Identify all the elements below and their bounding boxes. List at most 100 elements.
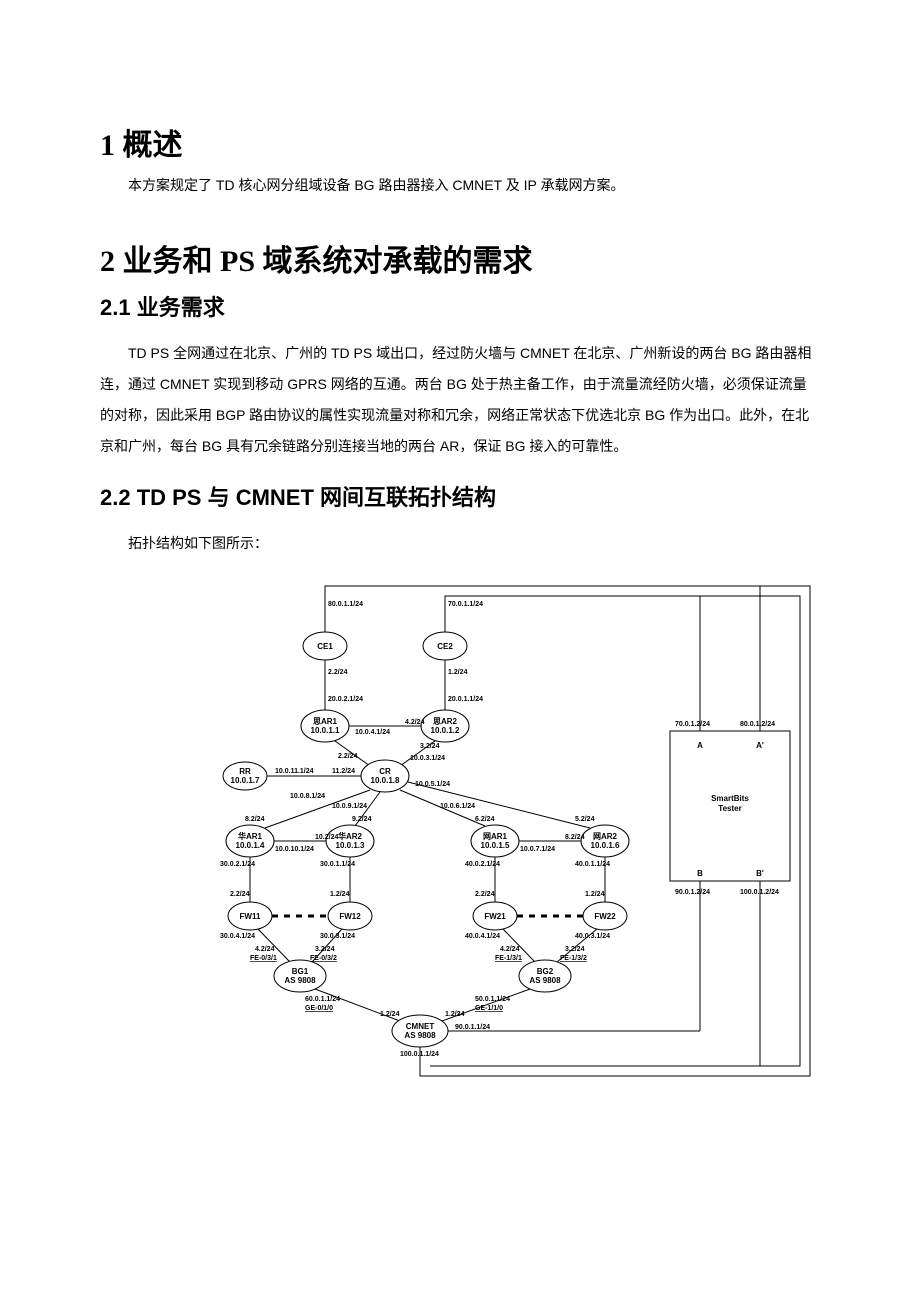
svg-text:AS 9808: AS 9808 [284,976,316,985]
node-cmnet: CMNETAS 9808 [392,1015,448,1047]
svg-text:AS 9808: AS 9808 [529,976,561,985]
lbl: 50.0.1.1/24 [475,996,510,1003]
heading-1: 1 概述 [100,120,820,164]
lbl: 10.0.3.1/24 [410,755,445,762]
svg-text:10.0.1.4: 10.0.1.4 [236,841,265,850]
sb-label-2: Tester [718,804,741,813]
node-fw22: FW22 [583,902,627,930]
lbl: 20.0.2.1/24 [328,696,363,703]
lbl: 11.2/24 [332,768,355,775]
svg-text:网AR2: 网AR2 [593,832,618,841]
node-war2: 网AR210.0.1.6 [581,825,629,857]
node-war1: 网AR110.0.1.5 [471,825,519,857]
lbl: 6.2/24 [475,816,495,823]
svg-text:华AR1: 华AR1 [238,831,263,841]
lbl: 20.0.1.1/24 [448,696,483,703]
svg-text:FW11: FW11 [240,912,261,921]
heading-2-2: 2.2 TD PS 与 CMNET 网间互联拓扑结构 [100,480,820,512]
lbl: 10.0.8.1/24 [290,793,325,800]
lbl: 30.0.3.1/24 [320,933,355,940]
lbl: 60.0.1.1/24 [305,996,340,1003]
lbl: 10.2/24 [315,834,338,841]
lbl: 9.2/24 [352,816,372,823]
lbl: 30.0.1.1/24 [320,861,355,868]
sb-port-a: A [697,741,703,750]
figure-caption: 拓扑结构如下图所示： [100,528,820,559]
lbl: 40.0.1.1/24 [575,861,610,868]
lbl: 30.0.4.1/24 [220,933,255,940]
lbl: 4.2/24 [500,946,520,953]
node-ar2: 思AR210.0.1.2 [421,710,469,742]
lbl: 10.0.10.1/24 [275,846,314,853]
node-fw12: FW12 [328,902,372,930]
svg-text:FW21: FW21 [484,912,506,921]
svg-text:BG1: BG1 [292,967,309,976]
lbl: 2.2/24 [328,669,348,676]
lbl: FE-1/3/1 [495,955,522,962]
lbl: 3.2/24 [315,946,335,953]
lbl: 2.2/24 [475,891,495,898]
lbl: 10.0.4.1/24 [355,729,390,736]
svg-text:CR: CR [379,767,391,776]
node-fw21: FW21 [473,902,517,930]
sb-port-bp: B' [756,869,764,878]
lbl: GE-0/1/0 [305,1005,333,1012]
lbl: 4.2/24 [405,719,425,726]
svg-text:华AR2: 华AR2 [338,831,363,841]
topology-diagram: SmartBits Tester A A' B B' CE1 CE2 思AR11… [220,576,820,1096]
svg-text:FW22: FW22 [594,912,616,921]
node-har2: 华AR210.0.1.3 [326,825,374,857]
document-page: 1 概述 本方案规定了 TD 核心网分组域设备 BG 路由器接入 CMNET 及… [0,0,920,1302]
svg-text:CE2: CE2 [437,642,453,651]
svg-text:思AR2: 思AR2 [433,717,458,726]
lbl: 70.0.1.2/24 [675,721,710,728]
lbl: 100.0.1.1/24 [400,1051,439,1058]
lbl: 1.2/24 [445,1011,465,1018]
lbl: 1.2/24 [448,669,468,676]
svg-text:10.0.1.8: 10.0.1.8 [371,776,400,785]
svg-text:10.0.1.1: 10.0.1.1 [311,726,340,735]
lbl: 80.0.1.2/24 [740,721,775,728]
svg-text:CMNET: CMNET [406,1022,435,1031]
lbl: FE-0/3/1 [250,955,277,962]
svg-text:CE1: CE1 [317,642,333,651]
lbl: GE-1/1/0 [475,1005,503,1012]
lbl: 3.2/24 [565,946,585,953]
lbl: 2.2/24 [338,753,358,760]
lbl: 3.2/24 [420,743,440,750]
svg-text:BG2: BG2 [537,967,554,976]
lbl: 10.0.11.1/24 [275,768,314,775]
node-ar1: 思AR110.0.1.1 [301,710,349,742]
lbl: 10.0.6.1/24 [440,803,475,810]
lbl: 10.0.7.1/24 [520,846,555,853]
heading-2: 2 业务和 PS 域系统对承载的需求 [100,236,820,280]
lbl: 1.2/24 [380,1011,400,1018]
svg-text:RR: RR [239,767,251,776]
sb-port-ap: A' [756,741,764,750]
lbl: 90.0.1.2/24 [675,889,710,896]
paragraph-2-1: TD PS 全网通过在北京、广州的 TD PS 域出口，经过防火墙与 CMNET… [100,338,820,461]
lbl: 2.2/24 [230,891,250,898]
lbl: 8.2/24 [245,816,265,823]
lbl: 40.0.2.1/24 [465,861,500,868]
svg-text:10.0.1.2: 10.0.1.2 [431,726,460,735]
lbl: 100.0.1.2/24 [740,889,779,896]
lbl: 1.2/24 [585,891,605,898]
lbl: 40.0.3.1/24 [575,933,610,940]
node-har1: 华AR110.0.1.4 [226,825,274,857]
svg-text:10.0.1.3: 10.0.1.3 [336,841,365,850]
lbl: 70.0.1.1/24 [448,601,483,608]
lbl: 1.2/24 [330,891,350,898]
lbl: 30.0.2.1/24 [220,861,255,868]
lbl: 4.2/24 [255,946,275,953]
lbl: 40.0.4.1/24 [465,933,500,940]
node-fw11: FW11 [228,902,272,930]
lbl: FE-1/3/2 [560,955,587,962]
lbl: 10.0.9.1/24 [332,803,367,810]
node-cr: CR10.0.1.8 [361,760,409,792]
heading-2-1: 2.1 业务需求 [100,290,820,322]
svg-text:10.0.1.7: 10.0.1.7 [231,776,260,785]
lbl: FE-0/3/2 [310,955,337,962]
lbl: 80.0.1.1/24 [328,601,363,608]
node-bg2: BG2AS 9808 [519,960,571,992]
